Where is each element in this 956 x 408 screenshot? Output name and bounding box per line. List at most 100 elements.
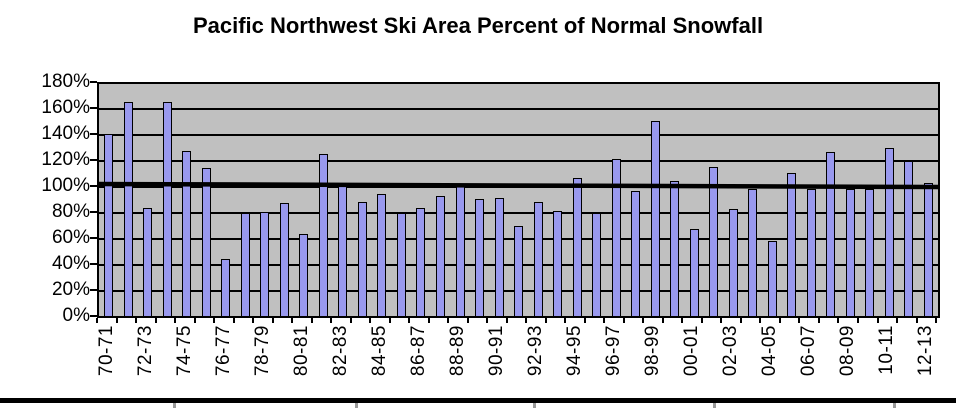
footer-tick [355,403,358,408]
bar-79-80 [279,202,289,316]
footer-tick [533,403,536,408]
x-axis-tick [681,318,684,323]
x-axis-tick [876,318,879,323]
x-axis-tick [603,318,606,323]
bar-70-71 [104,134,114,316]
x-axis-tick [564,318,567,323]
x-axis-label-74-75: 74-75 [173,325,195,377]
x-axis-tick [291,318,294,323]
x-axis-tick [700,318,703,323]
x-axis-tick [486,318,489,323]
chart-title: Pacific Northwest Ski Area Percent of No… [192,13,764,38]
bar-89-90 [475,199,484,316]
x-axis-tick [622,318,625,323]
bar-87-88 [436,196,445,316]
x-axis-label-72-73: 72-73 [134,325,156,377]
x-axis-tick [505,318,508,323]
y-axis-label-40: 40% [51,253,90,274]
x-axis-tick [642,318,645,323]
bar-80-81 [299,234,309,316]
x-axis-tick [349,318,352,323]
gridline-180 [99,82,938,84]
bar-01-02 [709,166,719,316]
y-axis-tick [90,81,97,83]
x-axis-label-98-99: 98-99 [642,325,664,377]
bar-96-97 [611,158,621,316]
x-axis-tick [525,318,528,323]
x-axis-tick [174,318,176,323]
x-axis-label-88-89: 88-89 [447,325,468,377]
x-axis-tick [369,318,372,323]
x-axis-label-80-81: 80-81 [290,325,312,377]
x-axis-tick [427,318,430,323]
x-axis-label-00-01: 00-01 [681,325,703,377]
bar-11-12 [904,161,914,316]
y-axis-tick [90,211,97,213]
bar-09-10 [865,188,875,316]
x-axis-tick [388,318,391,323]
x-axis-tick [271,318,274,323]
y-axis-label-120: 120% [41,149,90,170]
table-top-border [0,398,956,403]
x-axis-tick [193,318,196,323]
x-axis-tick [661,318,664,323]
bar-75-76 [201,167,211,316]
y-axis-label-100: 100% [41,175,90,196]
bar-74-75 [182,150,192,316]
bar-77-78 [240,213,250,316]
bar-92-93 [533,201,543,316]
x-axis-tick [837,318,840,323]
x-axis-tick [915,318,918,323]
x-axis-label-08-09: 08-09 [837,325,859,377]
bar-07-08 [826,152,836,316]
x-axis-label-70-71: 70-71 [95,325,117,377]
bar-02-03 [728,209,738,316]
x-axis-tick [447,318,450,323]
plot-area [97,82,940,318]
x-axis-tick [96,318,98,323]
x-axis-label-10-11: 10-11 [876,325,898,375]
footer-tick [893,403,896,408]
bar-97-98 [631,191,641,316]
x-axis-label-90-91: 90-91 [486,325,507,377]
bar-10-11 [884,148,894,316]
bar-05-06 [787,173,797,316]
bar-04-05 [767,240,777,316]
x-axis-tick [935,318,937,323]
x-axis-tick [135,318,137,323]
bar-88-89 [455,184,465,316]
x-axis-tick [252,318,255,323]
bar-98-99 [650,121,660,316]
y-axis-tick [90,107,97,109]
x-axis-tick [115,318,118,323]
x-axis-label-94-95: 94-95 [564,325,585,377]
bar-81-82 [318,153,328,316]
x-axis-tick [817,318,820,323]
bar-06-07 [806,188,816,316]
gridline-100 [99,186,938,188]
y-axis-tick [90,237,97,239]
gridline-80 [99,212,938,214]
x-axis-tick [154,318,157,323]
y-axis-label-20: 20% [51,279,90,300]
x-axis-label-86-87: 86-87 [407,325,429,377]
bar-90-91 [494,197,504,316]
x-axis-tick [778,318,781,323]
x-axis-tick [232,318,235,323]
y-axis-tick [90,159,97,161]
x-axis-tick [466,318,469,323]
gridline-140 [99,134,938,136]
gridline-120 [99,160,938,162]
x-axis-label-12-13: 12-13 [915,325,937,377]
bar-95-96 [592,213,601,316]
bar-03-04 [748,188,758,316]
x-axis-tick [759,318,762,323]
y-axis-tick [90,185,97,187]
x-axis-label-84-85: 84-85 [368,325,390,377]
x-axis-label-04-05: 04-05 [759,325,781,377]
bar-73-74 [162,101,172,316]
x-axis-label-76-77: 76-77 [212,325,234,377]
y-axis-label-80: 80% [51,201,90,222]
x-axis-label-02-03: 02-03 [720,325,742,377]
